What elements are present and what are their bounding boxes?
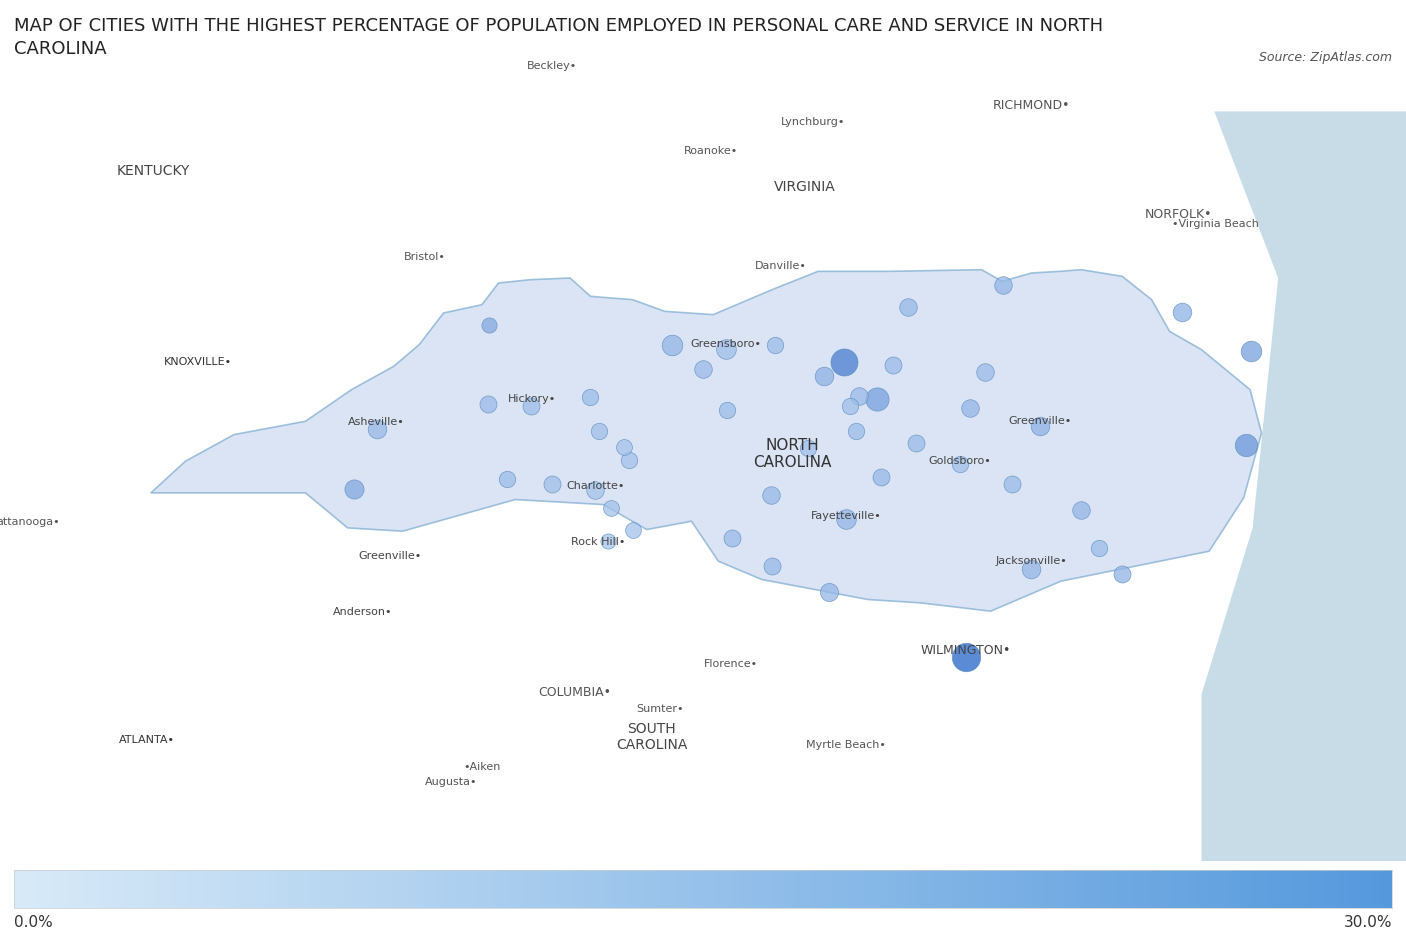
Point [716, 403, 738, 418]
Text: Danville•: Danville• [755, 260, 807, 271]
Text: Greenville•: Greenville• [1008, 416, 1071, 425]
Point [1028, 418, 1050, 433]
Text: Augusta•: Augusta• [425, 776, 478, 786]
Text: Jacksonville•: Jacksonville• [995, 555, 1067, 565]
Text: VIRGINIA: VIRGINIA [775, 181, 837, 194]
Point [1240, 344, 1263, 358]
Point [882, 358, 904, 373]
Point [813, 369, 835, 384]
Point [541, 477, 564, 492]
Text: ATLANTA•: ATLANTA• [120, 735, 174, 745]
Point [621, 523, 644, 538]
Point [617, 453, 640, 468]
Point [832, 356, 855, 371]
Text: Beckley•: Beckley• [527, 61, 578, 71]
Text: 30.0%: 30.0% [1344, 914, 1392, 929]
Point [959, 401, 981, 416]
Point [578, 390, 600, 405]
Point [477, 397, 499, 412]
Text: Bristol•: Bristol• [404, 252, 446, 262]
Point [991, 278, 1014, 293]
Text: COLUMBIA•: COLUMBIA• [538, 685, 612, 698]
Text: WILMINGTON•: WILMINGTON• [921, 643, 1011, 656]
Point [897, 300, 920, 314]
Text: attanooga•: attanooga• [0, 517, 60, 527]
Point [797, 441, 820, 456]
Text: Fayetteville•: Fayetteville• [811, 510, 882, 520]
Text: MAP OF CITIES WITH THE HIGHEST PERCENTAGE OF POPULATION EMPLOYED IN PERSONAL CAR: MAP OF CITIES WITH THE HIGHEST PERCENTAG… [14, 17, 1104, 58]
Text: Rock Hill•: Rock Hill• [571, 536, 626, 547]
Text: Asheville•: Asheville• [349, 417, 405, 427]
Point [845, 424, 868, 439]
Point [974, 365, 997, 380]
Point [955, 650, 977, 665]
Text: Anderson•: Anderson• [333, 607, 392, 617]
Text: Florence•: Florence• [704, 658, 758, 668]
Point [583, 483, 606, 498]
Point [342, 482, 364, 497]
Text: Source: ZipAtlas.com: Source: ZipAtlas.com [1258, 51, 1392, 64]
Text: KENTUCKY: KENTUCKY [117, 164, 190, 178]
Point [714, 343, 737, 358]
Point [1234, 438, 1257, 453]
Text: •Virginia Beach: •Virginia Beach [1173, 219, 1258, 228]
Text: Charlotte•: Charlotte• [567, 480, 624, 490]
Point [761, 559, 783, 574]
Text: Goldsboro•: Goldsboro• [928, 455, 991, 465]
Point [848, 389, 870, 404]
Point [839, 399, 862, 414]
Point [835, 512, 858, 527]
Text: Greenville•: Greenville• [359, 550, 422, 560]
Point [588, 424, 610, 439]
Polygon shape [150, 271, 1261, 611]
Point [949, 457, 972, 472]
Point [1001, 477, 1024, 492]
Text: •Aiken: •Aiken [463, 761, 501, 771]
Point [1171, 305, 1194, 320]
Text: Hickory•: Hickory• [508, 393, 555, 403]
Text: KNOXVILLE•: KNOXVILLE• [165, 357, 232, 367]
Point [866, 392, 889, 407]
Point [759, 489, 782, 504]
Text: Macon•: Macon• [219, 883, 262, 893]
Text: Greensboro•: Greensboro• [690, 339, 762, 348]
Text: Sumter•: Sumter• [636, 703, 683, 713]
Text: NORTH
CAROLINA: NORTH CAROLINA [754, 437, 832, 470]
Point [520, 399, 543, 414]
Point [366, 422, 388, 437]
Text: Charleston•: Charleston• [679, 891, 745, 901]
Text: NORFOLK•: NORFOLK• [1144, 208, 1212, 220]
Point [763, 339, 786, 354]
Text: Lynchburg•: Lynchburg• [780, 117, 845, 127]
Point [613, 440, 636, 455]
Text: 0.0%: 0.0% [14, 914, 53, 929]
Text: Roanoke•: Roanoke• [683, 146, 738, 155]
Point [495, 473, 517, 488]
Point [478, 318, 501, 333]
Point [869, 470, 891, 485]
Point [1111, 567, 1133, 582]
Point [1021, 562, 1043, 577]
Point [904, 436, 927, 451]
Text: SOUTH
CAROLINA: SOUTH CAROLINA [616, 722, 688, 752]
Point [598, 534, 620, 548]
Text: RICHMOND•: RICHMOND• [993, 99, 1070, 112]
Point [600, 502, 623, 517]
Point [818, 584, 841, 599]
Point [1070, 503, 1092, 518]
Polygon shape [1202, 112, 1406, 861]
Point [1088, 541, 1111, 556]
Point [661, 338, 683, 353]
Point [692, 361, 714, 376]
Text: Myrtle Beach•: Myrtle Beach• [806, 739, 886, 750]
Point [721, 532, 744, 547]
